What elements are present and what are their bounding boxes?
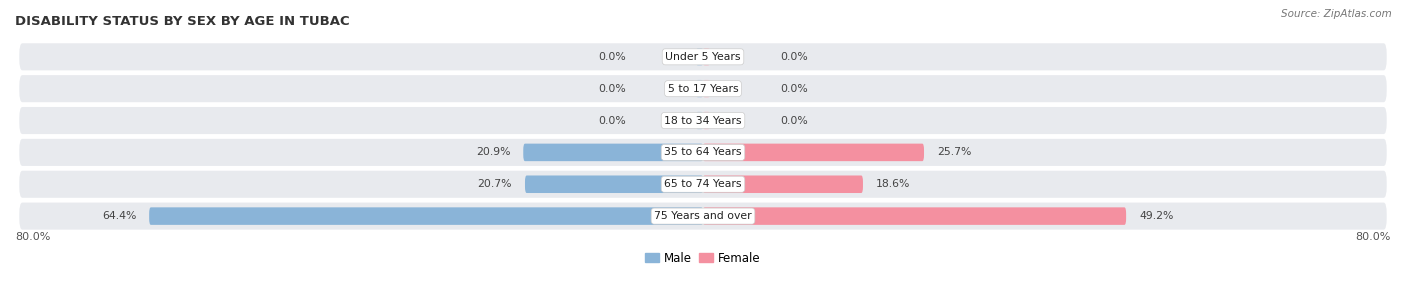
FancyBboxPatch shape: [703, 112, 710, 129]
Text: 64.4%: 64.4%: [101, 211, 136, 221]
Text: 18.6%: 18.6%: [876, 179, 910, 189]
FancyBboxPatch shape: [149, 207, 703, 225]
Text: 18 to 34 Years: 18 to 34 Years: [664, 116, 742, 126]
Text: Under 5 Years: Under 5 Years: [665, 52, 741, 62]
FancyBboxPatch shape: [20, 139, 1386, 166]
Text: DISABILITY STATUS BY SEX BY AGE IN TUBAC: DISABILITY STATUS BY SEX BY AGE IN TUBAC: [15, 15, 350, 28]
Text: 80.0%: 80.0%: [15, 232, 51, 242]
Text: 0.0%: 0.0%: [598, 52, 626, 62]
FancyBboxPatch shape: [696, 80, 703, 97]
Text: 0.0%: 0.0%: [780, 52, 808, 62]
Text: 20.9%: 20.9%: [475, 147, 510, 157]
FancyBboxPatch shape: [20, 203, 1386, 230]
FancyBboxPatch shape: [523, 144, 703, 161]
FancyBboxPatch shape: [20, 171, 1386, 198]
Text: 20.7%: 20.7%: [478, 179, 512, 189]
Text: 0.0%: 0.0%: [780, 84, 808, 94]
Legend: Male, Female: Male, Female: [641, 247, 765, 269]
Text: 25.7%: 25.7%: [936, 147, 972, 157]
Text: 0.0%: 0.0%: [780, 116, 808, 126]
Text: 35 to 64 Years: 35 to 64 Years: [664, 147, 742, 157]
Text: 49.2%: 49.2%: [1139, 211, 1174, 221]
Text: 0.0%: 0.0%: [598, 84, 626, 94]
FancyBboxPatch shape: [20, 43, 1386, 70]
Text: Source: ZipAtlas.com: Source: ZipAtlas.com: [1281, 9, 1392, 19]
FancyBboxPatch shape: [696, 112, 703, 129]
FancyBboxPatch shape: [703, 80, 710, 97]
FancyBboxPatch shape: [703, 144, 924, 161]
Text: 80.0%: 80.0%: [1355, 232, 1391, 242]
FancyBboxPatch shape: [20, 75, 1386, 102]
Text: 75 Years and over: 75 Years and over: [654, 211, 752, 221]
Text: 65 to 74 Years: 65 to 74 Years: [664, 179, 742, 189]
FancyBboxPatch shape: [696, 48, 703, 66]
FancyBboxPatch shape: [524, 175, 703, 193]
FancyBboxPatch shape: [703, 207, 1126, 225]
Text: 0.0%: 0.0%: [598, 116, 626, 126]
FancyBboxPatch shape: [703, 48, 710, 66]
Text: 5 to 17 Years: 5 to 17 Years: [668, 84, 738, 94]
FancyBboxPatch shape: [20, 107, 1386, 134]
FancyBboxPatch shape: [703, 175, 863, 193]
